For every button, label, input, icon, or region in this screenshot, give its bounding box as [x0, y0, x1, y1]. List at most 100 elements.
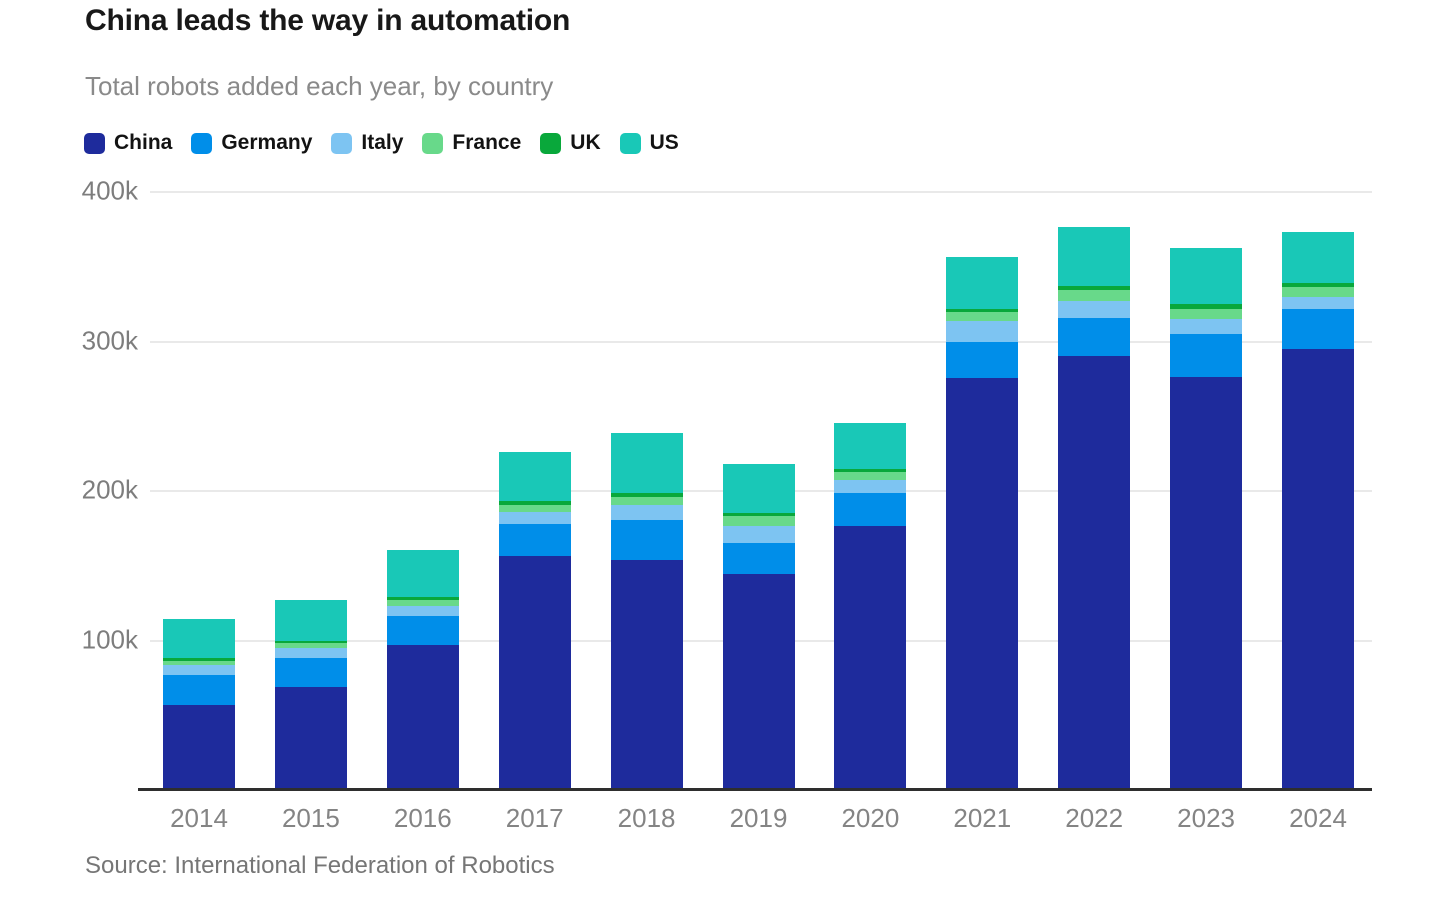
bar-segment-china-2018: [610, 559, 683, 790]
legend-label-italy: Italy: [361, 131, 404, 154]
bar-segment-us-2015: [274, 599, 347, 641]
y-tick-label-100k: 100k: [81, 623, 138, 654]
chart-subtitle: Total robots added each year, by country: [85, 71, 554, 101]
bar-segment-uk-2024: [1282, 282, 1354, 288]
bar-segment-china-2019: [722, 573, 795, 790]
bar-segment-china-2021: [946, 377, 1019, 790]
x-tick-label-2020: 2020: [841, 803, 900, 833]
bar-segment-uk-2019: [722, 513, 795, 517]
bar-segment-italy-2022: [1058, 300, 1131, 318]
bar-segment-germany-2015: [274, 657, 347, 688]
bar-segment-germany-2021: [946, 342, 1019, 378]
bar-segment-germany-2024: [1282, 309, 1354, 349]
bar-segment-us-2018: [610, 432, 683, 494]
legend-item-us: US: [619, 131, 679, 155]
bar-segment-italy-2015: [274, 647, 347, 658]
bar-segment-france-2024: [1282, 287, 1354, 297]
legend-label-france: France: [452, 131, 522, 154]
bar-segment-uk-2018: [610, 493, 683, 497]
plot-area: 400k 300k 200k 100k: [82, 175, 1372, 790]
bar-segment-uk-2016: [386, 596, 459, 600]
bar-segment-us-2014: [163, 618, 235, 658]
bar-segment-italy-2014: [163, 665, 235, 675]
legend-label-china: China: [114, 131, 173, 154]
legend-swatch-uk: [540, 132, 562, 154]
x-axis-line: [138, 788, 1372, 791]
bar-segment-us-2022: [1058, 226, 1131, 286]
bar-segment-italy-2021: [946, 321, 1019, 343]
bar-segment-uk-2021: [946, 309, 1019, 313]
legend-item-china: China: [84, 131, 172, 155]
bar-segment-germany-2018: [610, 519, 683, 560]
bar-segment-china-2023: [1170, 376, 1243, 790]
bar-segment-france-2015: [274, 643, 347, 648]
bar-segment-us-2016: [386, 549, 459, 597]
x-tick-label-2019: 2019: [729, 803, 788, 833]
bar-2014: [163, 618, 235, 790]
bar-segment-italy-2017: [498, 512, 571, 524]
bar-2016: [386, 549, 459, 790]
bar-segment-uk-2014: [163, 657, 235, 661]
bar-2015: [274, 599, 347, 790]
legend-item-germany: Germany: [191, 131, 312, 155]
bar-segment-germany-2017: [498, 523, 571, 556]
bar-segment-germany-2023: [1170, 334, 1243, 377]
x-tick-label-2023: 2023: [1177, 803, 1236, 833]
bar-segment-china-2016: [386, 645, 459, 790]
bar-segment-france-2018: [610, 496, 683, 506]
bar-segment-china-2024: [1282, 348, 1354, 790]
y-tick-label-300k: 300k: [81, 324, 138, 355]
bar-segment-germany-2016: [386, 615, 459, 646]
bar-segment-germany-2020: [834, 492, 907, 527]
bar-segment-france-2016: [386, 599, 459, 606]
bar-segment-italy-2019: [722, 526, 795, 543]
bar-segment-france-2014: [163, 661, 235, 666]
legend-swatch-france: [422, 132, 444, 154]
bar-2023: [1170, 247, 1243, 790]
legend-item-italy: Italy: [331, 131, 403, 155]
legend-swatch-italy: [331, 132, 353, 154]
bar-segment-us-2017: [498, 451, 571, 502]
bar-segment-italy-2024: [1282, 296, 1354, 310]
bar-segment-france-2022: [1058, 289, 1131, 301]
legend-label-us: US: [649, 131, 679, 154]
bar-segment-us-2024: [1282, 232, 1354, 283]
bar-segment-china-2015: [274, 687, 347, 790]
bar-segment-italy-2016: [386, 605, 459, 616]
bar-segment-uk-2017: [498, 501, 571, 505]
bar-segment-uk-2020: [834, 468, 907, 473]
bar-segment-italy-2023: [1170, 318, 1243, 335]
legend-swatch-germany: [191, 132, 213, 154]
bar-segment-germany-2019: [722, 542, 795, 574]
x-tick-label-2022: 2022: [1065, 803, 1124, 833]
bar-segment-france-2020: [834, 472, 907, 481]
bar-2019: [722, 463, 795, 790]
x-tick-label-2014: 2014: [170, 803, 228, 833]
gridline-400k: [150, 191, 1372, 193]
legend-swatch-china: [84, 132, 105, 154]
bar-2024: [1282, 232, 1354, 790]
bar-2017: [498, 451, 571, 790]
bar-segment-us-2023: [1170, 247, 1243, 304]
bar-2022: [1058, 226, 1131, 790]
bar-segment-us-2021: [946, 256, 1019, 310]
bar-2018: [610, 432, 683, 790]
x-tick-label-2015: 2015: [281, 803, 340, 833]
bar-segment-china-2020: [834, 526, 907, 790]
bar-segment-china-2022: [1058, 356, 1131, 790]
legend-item-france: France: [422, 131, 521, 155]
bar-segment-italy-2018: [610, 505, 683, 520]
bar-segment-germany-2014: [163, 674, 235, 705]
bar-2020: [834, 422, 907, 790]
bar-segment-uk-2023: [1170, 303, 1243, 310]
bar-segment-france-2023: [1170, 309, 1243, 319]
bar-segment-china-2017: [498, 555, 571, 790]
bar-segment-france-2019: [722, 516, 795, 527]
source-note: Source: International Federation of Robo…: [85, 852, 555, 879]
x-tick-label-2018: 2018: [617, 803, 676, 833]
bar-segment-france-2017: [498, 504, 571, 513]
bar-segment-us-2020: [834, 422, 907, 469]
x-tick-label-2016: 2016: [393, 803, 452, 833]
legend: China Germany Italy France UK US: [84, 131, 679, 155]
x-tick-label-2017: 2017: [505, 803, 564, 833]
